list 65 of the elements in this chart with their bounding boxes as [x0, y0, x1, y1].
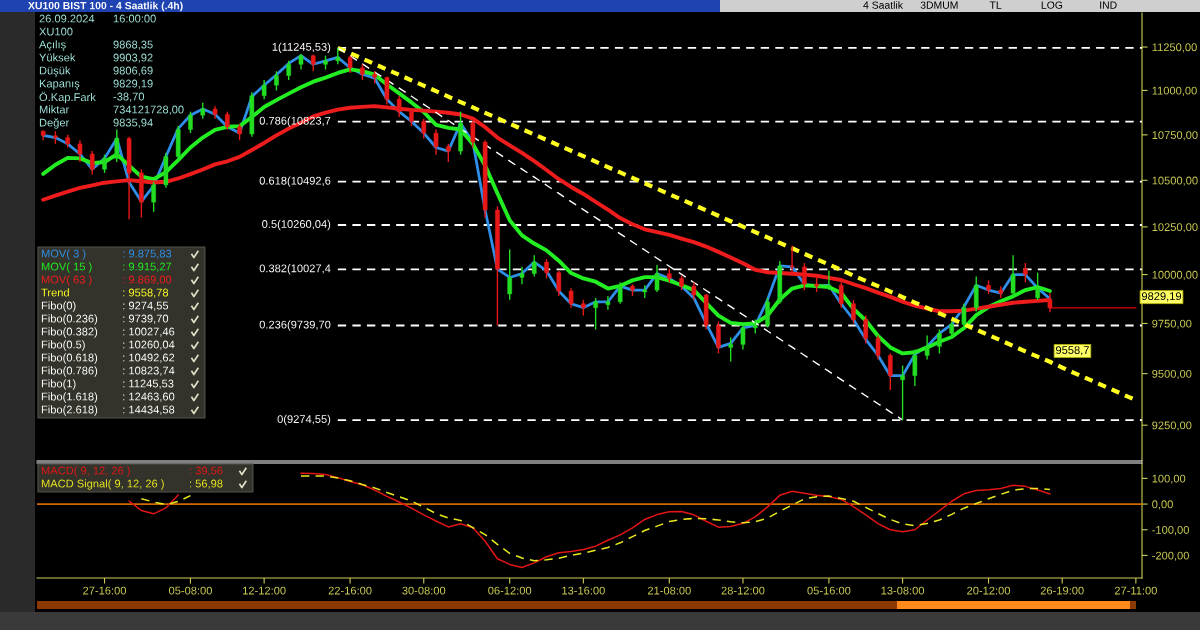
y-tick-label: 10250,00: [1152, 223, 1198, 233]
text: Açılış 9868,35: [39, 40, 153, 51]
y-tick-label: 11000,00: [1152, 86, 1197, 96]
y-tick-label: 9500,00: [1152, 369, 1192, 380]
x-tick-label: 22-16:00: [328, 586, 372, 595]
ref-line-label: 0(9274,55): [277, 414, 331, 426]
text: Kapanış 9829,19: [39, 79, 153, 90]
x-tick-label: 26-19:00: [1040, 586, 1084, 595]
text: IND: [1100, 1, 1117, 9]
text: Fibo(0) : 9274,55: [41, 301, 169, 312]
text: Fibo(0.382) : 10027,46: [41, 327, 175, 338]
x-tick-label: 21-08:00: [647, 586, 691, 595]
text: Fibo(0.236) : 9739,70: [41, 314, 169, 325]
y-tick-label: 11250,00: [1152, 43, 1197, 53]
ref-line-label: 0.236(9739,70: [259, 320, 331, 331]
text: MOV( 15 ) : 9.915,27: [41, 262, 172, 273]
y-tick-label: -200,00: [1152, 551, 1189, 561]
x-tick-label: 28-12:00: [721, 586, 765, 595]
x-tick-label: 30-08:00: [402, 586, 446, 595]
x-tick-label: 05-08:00: [168, 586, 212, 595]
y-tick-label: 10500,00: [1152, 176, 1198, 186]
y-tick-label: 10000,00: [1152, 270, 1198, 281]
ref-line-label: 0.382(10027,4: [259, 264, 331, 275]
y-tick-label: 0,00: [1152, 500, 1173, 510]
text: Fibo(0.786) : 10823,74: [41, 366, 175, 377]
x-tick-label: 27-16:00: [83, 586, 127, 595]
x-tick-label: 05-16:00: [807, 586, 851, 595]
x-tick-label: 06-12:00: [488, 586, 532, 595]
text: LOG: [1041, 1, 1063, 9]
y-tick-label: 9750,00: [1152, 319, 1192, 329]
text: Düşük 9806,69: [39, 66, 153, 77]
text: 3DMUM: [920, 1, 958, 9]
text: Fibo(0.5) : 10260,04: [41, 340, 175, 351]
data-label: 9829,19: [1141, 292, 1182, 302]
x-tick-label: 27-11:00: [1114, 586, 1157, 595]
ref-line-label: 0.5(10260,04): [262, 219, 331, 231]
ref-line-label: 0.618(10492,6: [259, 176, 331, 187]
x-tick-label: 20-12:00: [967, 586, 1011, 595]
text: MOV( 63 ) : 9.869,00: [41, 275, 172, 286]
annotation: XU100: [39, 27, 73, 36]
text: MACD( 9, 12, 26 ) : 39,56: [41, 466, 223, 477]
y-tick-label: -100,00: [1152, 526, 1189, 536]
x-tick-label: 12-12:00: [243, 586, 286, 595]
text: Fibo(1.618) : 12463,60: [41, 392, 175, 403]
text: Fibo(0.618) : 10492,62: [41, 353, 175, 364]
y-tick-label: 100,00: [1152, 474, 1186, 484]
text: Yüksek 9903,92: [39, 53, 153, 63]
data-label: 9558,7: [1055, 346, 1089, 356]
text: Fibo(1) : 11245,53: [41, 379, 174, 390]
text: 4 Saatlik: [863, 1, 903, 9]
text: 26.09.2024 16:00:00: [39, 14, 156, 23]
text: Ö.Kap.Fark -38,70: [39, 91, 145, 104]
text: Trend : 9558,78: [41, 288, 169, 298]
text: TL: [989, 1, 1002, 9]
text: MACD Signal( 9, 12, 26 ) : 56,98: [41, 479, 223, 490]
ref-line-label: 1(11245,53): [272, 42, 331, 53]
text: Fibo(2.618) : 14434,58: [41, 405, 175, 416]
y-tick-label: 9250,00: [1152, 421, 1192, 431]
x-tick-label: 13-08:00: [881, 586, 925, 595]
x-tick-label: 13-16:00: [562, 586, 605, 595]
text: Miktar 734121728,00: [39, 105, 184, 115]
text: Değer 9835,94: [39, 118, 153, 129]
chart-title: XU100 BIST 100 - 4 Saatlik (.4h): [28, 1, 183, 12]
text: MOV( 3 ) : 9.875,83: [41, 249, 172, 260]
y-tick-label: 10750,00: [1152, 131, 1198, 141]
